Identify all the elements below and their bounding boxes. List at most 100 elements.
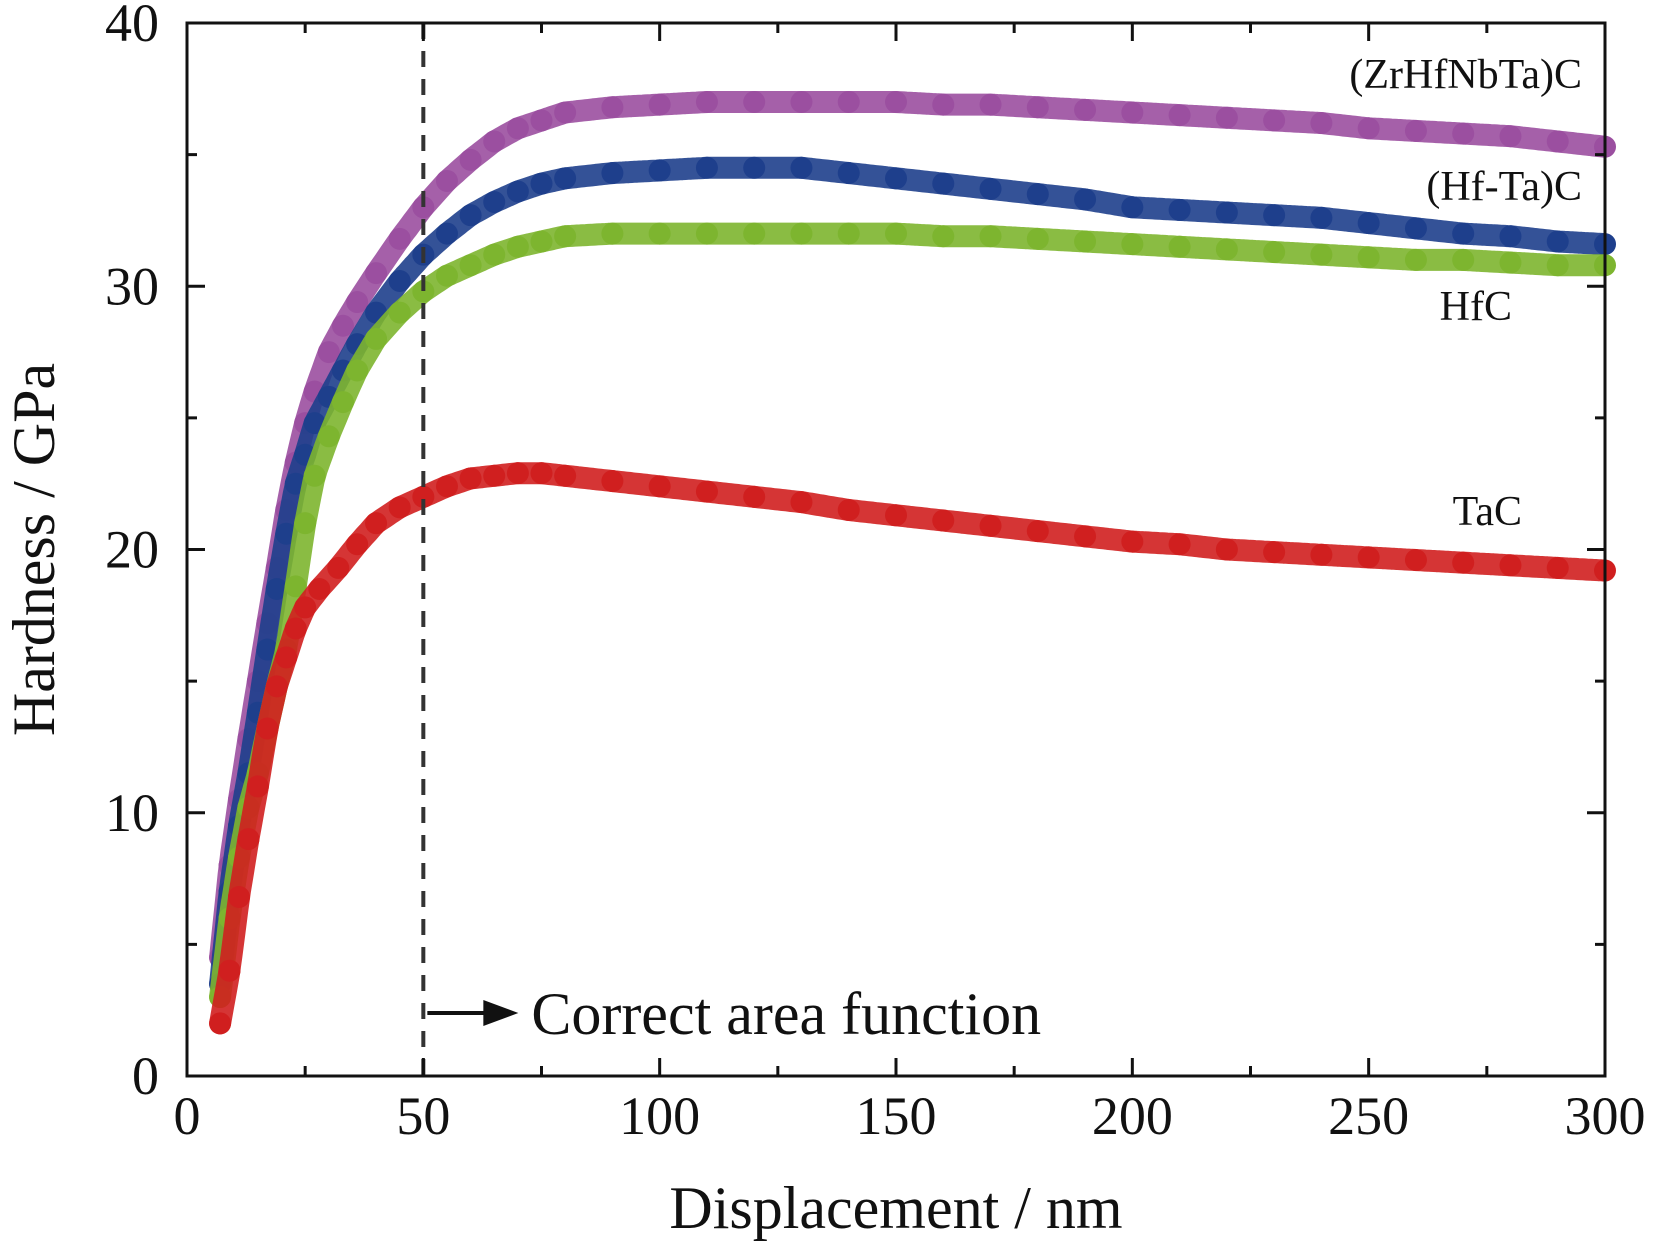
data-point: [885, 222, 907, 245]
data-point: [1310, 112, 1333, 135]
data-point: [388, 496, 411, 519]
data-point: [412, 196, 435, 219]
data-point: [1263, 541, 1286, 564]
x-tick-label: 300: [1565, 1086, 1646, 1146]
data-point: [1168, 104, 1191, 127]
data-point: [1215, 238, 1238, 261]
data-point: [1263, 241, 1286, 264]
data-point: [1499, 225, 1522, 248]
data-point: [506, 117, 529, 140]
data-point: [346, 533, 369, 556]
data-point: [388, 227, 411, 250]
data-point: [601, 222, 624, 245]
data-point: [483, 464, 506, 487]
data-point: [837, 499, 860, 522]
data-point: [331, 314, 354, 337]
series-layer: [209, 90, 1616, 1035]
annotation-arrow: [427, 1000, 519, 1026]
y-tick-label: 30: [105, 256, 159, 316]
data-point: [435, 169, 458, 192]
data-point: [294, 596, 317, 619]
data-point: [1452, 222, 1475, 245]
annotation-text: Correct area function: [531, 981, 1041, 1047]
data-point: [388, 301, 411, 324]
data-point: [1546, 254, 1569, 277]
data-point: [885, 90, 907, 113]
data-point: [1168, 198, 1191, 221]
series-label: (Hf-Ta)C: [1426, 164, 1582, 210]
data-point: [317, 425, 340, 448]
data-point: [695, 156, 718, 179]
data-point: [648, 222, 671, 245]
x-tick-label: 150: [856, 1086, 937, 1146]
y-tick-label: 20: [105, 520, 159, 580]
data-point: [1452, 122, 1475, 145]
data-point: [648, 93, 671, 116]
data-point: [1357, 117, 1380, 140]
data-point: [1499, 554, 1522, 577]
data-point: [483, 130, 506, 153]
data-point: [1357, 212, 1380, 235]
data-point: [743, 485, 766, 508]
data-point: [246, 775, 269, 798]
data-point: [1499, 125, 1522, 148]
y-tick-label: 0: [132, 1046, 159, 1106]
data-point: [506, 462, 529, 485]
series-labels: (ZrHfNbTa)C (Hf-Ta)C HfC TaC: [1349, 52, 1582, 535]
data-point: [1215, 201, 1238, 224]
data-point: [695, 222, 718, 245]
data-point: [284, 575, 307, 598]
data-point: [1121, 101, 1144, 124]
data-point: [1074, 525, 1097, 548]
data-point: [1121, 530, 1144, 553]
data-point: [1404, 248, 1427, 271]
series-trace: [209, 222, 1616, 1008]
data-point: [1357, 246, 1380, 269]
data-point: [1026, 227, 1049, 250]
data-point: [483, 243, 506, 266]
y-axis-title: Hardness / GPa: [1, 363, 67, 736]
data-point: [506, 235, 529, 258]
data-point: [412, 485, 435, 508]
data-point: [1546, 556, 1569, 579]
data-point: [530, 462, 553, 485]
data-point: [601, 162, 624, 185]
series-1: [209, 156, 1616, 995]
y-tick-label: 40: [105, 0, 159, 53]
data-point: [256, 638, 279, 661]
data-point: [237, 828, 260, 851]
data-point: [308, 577, 331, 600]
data-point: [1404, 119, 1427, 142]
data-point: [554, 101, 577, 124]
data-point: [1215, 538, 1238, 561]
data-point: [554, 464, 577, 487]
data-point: [506, 180, 529, 203]
data-point: [275, 646, 298, 669]
data-point: [1310, 243, 1333, 266]
series-3: [209, 462, 1616, 1035]
data-point: [601, 96, 624, 119]
data-point: [790, 222, 813, 245]
data-point: [1168, 235, 1191, 258]
data-point: [327, 556, 350, 579]
data-point: [837, 222, 860, 245]
data-point: [317, 341, 340, 364]
data-point: [554, 167, 577, 190]
data-point: [1357, 546, 1380, 569]
series-label: (ZrHfNbTa)C: [1349, 52, 1582, 98]
data-point: [554, 225, 577, 248]
data-point: [979, 225, 1002, 248]
data-point: [303, 464, 326, 487]
data-point: [979, 93, 1002, 116]
data-point: [1074, 98, 1097, 121]
data-point: [695, 480, 718, 503]
data-point: [885, 504, 907, 527]
data-point: [346, 291, 369, 314]
data-point: [459, 148, 482, 171]
data-point: [1546, 130, 1569, 153]
data-point: [1121, 196, 1144, 219]
data-point: [265, 675, 288, 698]
data-point: [1404, 217, 1427, 240]
data-point: [1310, 206, 1333, 229]
x-tick-label: 0: [174, 1086, 201, 1146]
